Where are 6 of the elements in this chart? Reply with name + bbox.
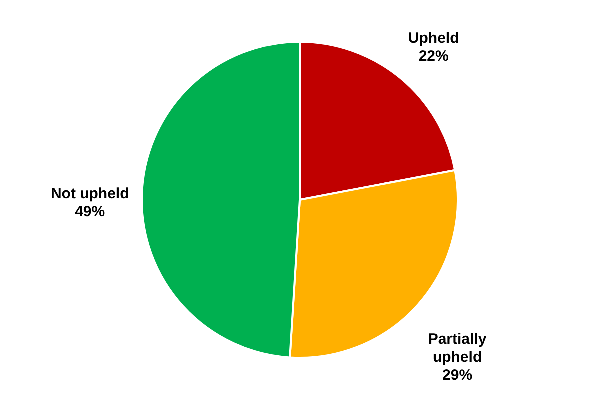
slice-label: Partially upheld bbox=[428, 330, 488, 366]
data-label: 22% bbox=[418, 48, 449, 66]
data-label: 49% bbox=[75, 203, 106, 220]
slice-label: Upheld bbox=[408, 30, 460, 48]
slice-label: Not upheld bbox=[50, 185, 130, 202]
data-label: 29% bbox=[442, 366, 473, 384]
